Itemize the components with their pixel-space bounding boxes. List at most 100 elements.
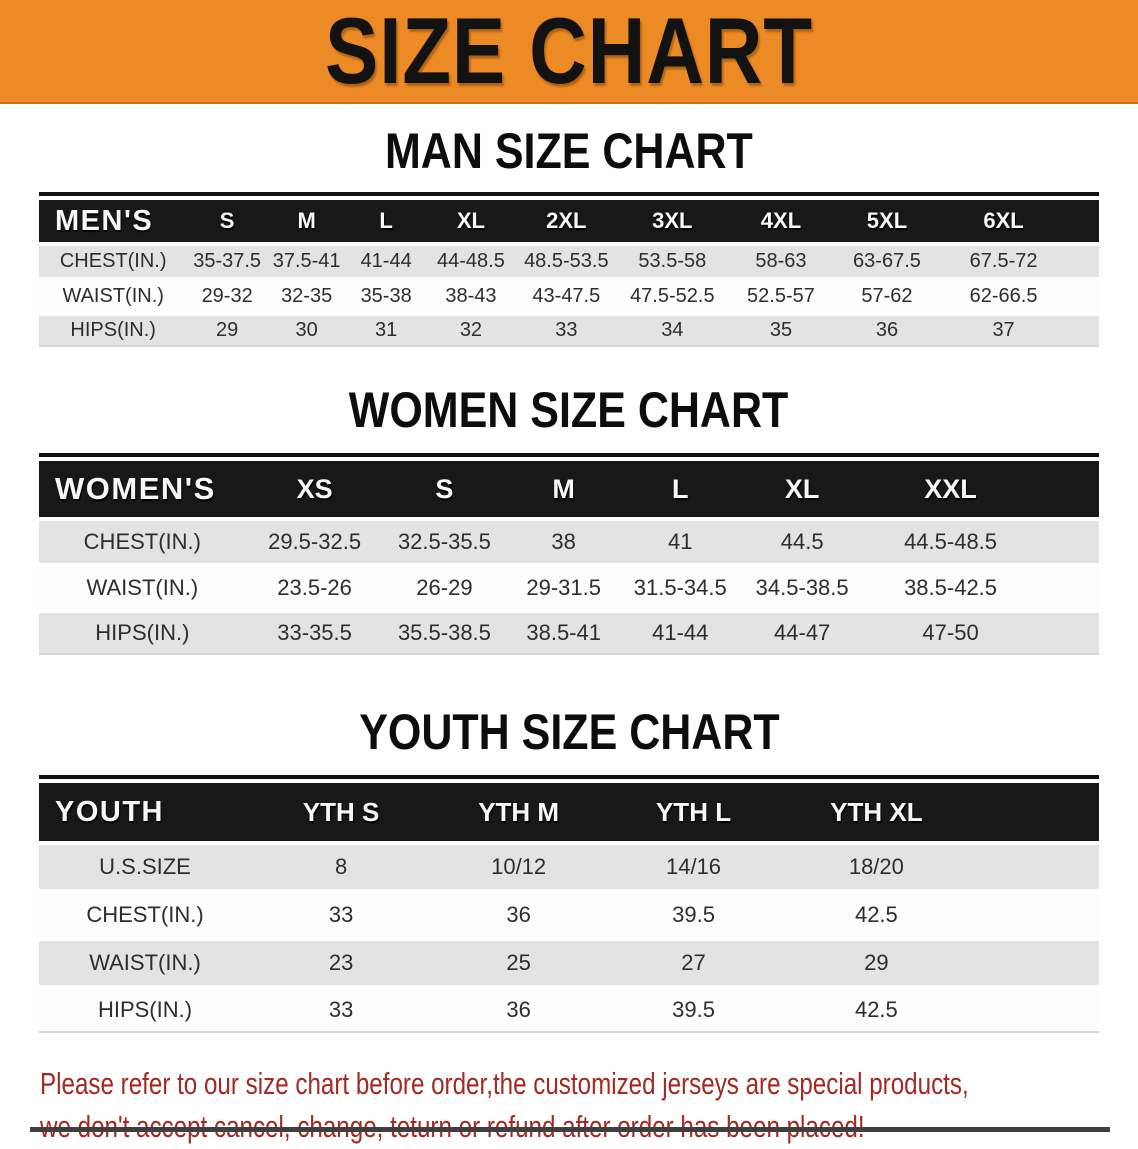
measurement-value: 34 <box>616 316 728 347</box>
women-section-title-text: WOMEN SIZE CHART <box>349 382 789 438</box>
men-size-table: MEN'S S M L XL 2XL 3XL 4XL 5XL 6XL CHEST(IN.) 35-37… <box>39 192 1099 351</box>
measurement-value: 36 <box>431 989 607 1033</box>
measurement-row: CHEST(IN.) 35-37.5 37.5-41 41-44 44-48.5 48.5… <box>39 246 1099 277</box>
men-group-label: MEN'S <box>39 200 188 242</box>
filler-cell <box>971 783 1099 841</box>
filler-cell <box>1035 461 1099 517</box>
measurement-value: 38 <box>551 529 576 554</box>
measurement-value: 33 <box>515 316 617 347</box>
measurement-value: 39.5 <box>672 902 715 927</box>
men-section-title-text: MAN SIZE CHART <box>385 123 753 179</box>
measurement-value: 41-44 <box>621 613 739 655</box>
measurement-value: 47-50 <box>865 613 1036 655</box>
measurement-value: 29 <box>864 950 889 975</box>
size-column-header: XL <box>425 200 516 242</box>
measurement-value: 41-44 <box>360 250 412 272</box>
filler-cell <box>971 989 1099 1033</box>
filler-cell <box>1067 200 1099 242</box>
measurement-value: 38.5-41 <box>505 613 622 655</box>
measurement-label: HIPS(IN.) <box>39 316 188 347</box>
filler-cell <box>1035 613 1099 655</box>
measurement-value: 33-35.5 <box>245 613 384 655</box>
measurement-label: WAIST(IN.) <box>86 575 199 600</box>
size-column-header: 3XL <box>616 200 728 242</box>
filler-cell <box>1035 521 1099 563</box>
measurement-value: 32.5-35.5 <box>397 529 491 554</box>
measurement-label: U.S.SIZE <box>99 854 191 879</box>
measurement-value: 25 <box>506 950 531 975</box>
measurement-value: 44-48.5 <box>437 250 505 272</box>
measurement-row: U.S.SIZE 8 10/12 14/16 18/20 <box>39 845 1099 889</box>
size-column-header: YTH L <box>606 783 781 841</box>
measurement-value: 23 <box>328 950 354 975</box>
measurement-value: 53.5-58 <box>638 250 707 272</box>
size-column-header: XL <box>738 461 866 517</box>
table-header-row: MEN'S S M L XL 2XL 3XL 4XL 5XL 6XL <box>39 200 1099 242</box>
measurement-value: 33 <box>251 989 432 1033</box>
size-column-header: 5XL <box>833 200 940 242</box>
measurement-value: 47.5-52.5 <box>630 285 715 307</box>
table-header-row: YOUTH YTH S YTH M YTH L YTH XL <box>39 783 1099 841</box>
measurement-value: 43-47.5 <box>532 285 601 307</box>
women-size-chart-section: WOMEN SIZE CHART WOMEN'S XS S M L XL XXL CHEST(… <box>0 385 1138 659</box>
filler-cell <box>972 845 1099 889</box>
measurement-value: 38.5-42.5 <box>904 575 998 600</box>
measurement-value: 18/20 <box>848 854 904 879</box>
measurement-value: 37 <box>939 316 1068 347</box>
size-column-header: YTH XL <box>780 783 972 841</box>
youth-size-chart-section: YOUTH SIZE CHART YOUTH YTH S YTH M YTH L YTH… <box>0 707 1138 1037</box>
size-column-header: M <box>266 200 347 242</box>
youth-section-title: YOUTH SIZE CHART <box>0 707 1138 757</box>
measurement-row: WAIST(IN.) 23 25 27 29 <box>39 941 1099 985</box>
measurement-value: 41 <box>668 529 693 554</box>
measurement-value: 44.5 <box>780 529 824 554</box>
measurement-value: 32 <box>425 316 516 347</box>
measurement-value: 35.5-38.5 <box>383 613 506 655</box>
measurement-value: 29-31.5 <box>526 575 601 600</box>
measurement-value: 67.5-72 <box>969 250 1038 272</box>
size-column-header: XS <box>245 461 384 517</box>
measurement-value: 44-47 <box>738 613 866 655</box>
youth-group-label: YOUTH <box>39 783 251 841</box>
footer-notice: Please refer to our size chart before or… <box>40 1063 1138 1149</box>
measurement-value: 42.5 <box>854 902 898 927</box>
measurement-value: 48.5-53.5 <box>524 250 609 272</box>
youth-size-table: YOUTH YTH S YTH M YTH L YTH XL U.S.SIZE 8 10/12… <box>39 775 1099 1037</box>
size-column-header: YTH S <box>251 783 432 841</box>
women-size-table: WOMEN'S XS S M L XL XXL CHEST(IN.) 29.5-32.5 32.5… <box>39 453 1099 659</box>
banner-title: SIZE CHART <box>325 0 813 103</box>
women-group-label: WOMEN'S <box>39 461 246 517</box>
filler-cell <box>1067 281 1099 312</box>
measurement-row: WAIST(IN.) 23.5-26 26-29 29-31.5 31.5-34.5 34… <box>39 567 1099 609</box>
size-column-header: S <box>187 200 267 242</box>
men-section-title: MAN SIZE CHART <box>0 126 1138 176</box>
youth-section-title-text: YOUTH SIZE CHART <box>358 704 780 760</box>
measurement-value: 37.5-41 <box>272 250 341 272</box>
measurement-value: 44.5-48.5 <box>904 529 998 554</box>
measurement-value: 29-32 <box>201 285 253 307</box>
measurement-value: 62-66.5 <box>969 285 1038 307</box>
table-header-row: WOMEN'S XS S M L XL XXL <box>39 461 1099 517</box>
measurement-row: HIPS(IN.) 29 30 31 32 33 34 35 36 37 <box>39 316 1099 347</box>
notice-line-1: Please refer to our size chart before or… <box>40 1066 969 1101</box>
size-column-header: M <box>505 461 622 517</box>
measurement-value: 35-37.5 <box>193 250 262 272</box>
filler-cell <box>972 941 1099 985</box>
measurement-row: CHEST(IN.) 29.5-32.5 32.5-35.5 38 41 44.5 44.5… <box>39 521 1099 563</box>
measurement-value: 31 <box>346 316 426 347</box>
filler-cell <box>1035 567 1099 609</box>
measurement-label: CHEST(IN.) <box>86 902 204 927</box>
measurement-value: 39.5 <box>606 989 781 1033</box>
measurement-value: 38-43 <box>445 285 497 307</box>
measurement-value: 63-67.5 <box>853 250 921 272</box>
filler-cell <box>1067 246 1099 277</box>
measurement-value: 23.5-26 <box>277 575 352 600</box>
measurement-value: 14/16 <box>665 854 722 879</box>
measurement-row: WAIST(IN.) 29-32 32-35 35-38 38-43 43-47.5 47.… <box>39 281 1099 312</box>
measurement-value: 57-62 <box>861 285 913 307</box>
measurement-row: CHEST(IN.) 33 36 39.5 42.5 <box>39 893 1099 937</box>
measurement-label: CHEST(IN.) <box>83 529 201 554</box>
measurement-value: 58-63 <box>755 250 807 272</box>
measurement-value: 35-38 <box>360 285 412 307</box>
measurement-value: 29.5-32.5 <box>268 529 362 554</box>
